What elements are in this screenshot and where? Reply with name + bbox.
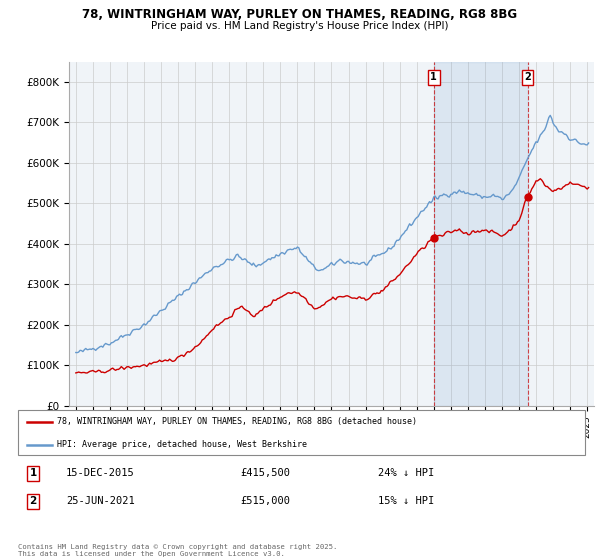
Text: Contains HM Land Registry data © Crown copyright and database right 2025.
This d: Contains HM Land Registry data © Crown c… [18, 544, 337, 557]
Text: 78, WINTRINGHAM WAY, PURLEY ON THAMES, READING, RG8 8BG (detached house): 78, WINTRINGHAM WAY, PURLEY ON THAMES, R… [56, 417, 416, 427]
Text: 25-JUN-2021: 25-JUN-2021 [66, 496, 135, 506]
Text: HPI: Average price, detached house, West Berkshire: HPI: Average price, detached house, West… [56, 440, 307, 450]
Text: 2: 2 [524, 72, 531, 82]
Text: 24% ↓ HPI: 24% ↓ HPI [378, 468, 434, 478]
Text: 78, WINTRINGHAM WAY, PURLEY ON THAMES, READING, RG8 8BG: 78, WINTRINGHAM WAY, PURLEY ON THAMES, R… [82, 8, 518, 21]
Text: 15% ↓ HPI: 15% ↓ HPI [378, 496, 434, 506]
Text: 1: 1 [29, 468, 37, 478]
Text: Price paid vs. HM Land Registry's House Price Index (HPI): Price paid vs. HM Land Registry's House … [151, 21, 449, 31]
Bar [434, 62, 527, 406]
Text: £515,000: £515,000 [240, 496, 290, 506]
Text: 15-DEC-2015: 15-DEC-2015 [66, 468, 135, 478]
Text: 2: 2 [29, 496, 37, 506]
Text: 1: 1 [430, 72, 437, 82]
Text: £415,500: £415,500 [240, 468, 290, 478]
